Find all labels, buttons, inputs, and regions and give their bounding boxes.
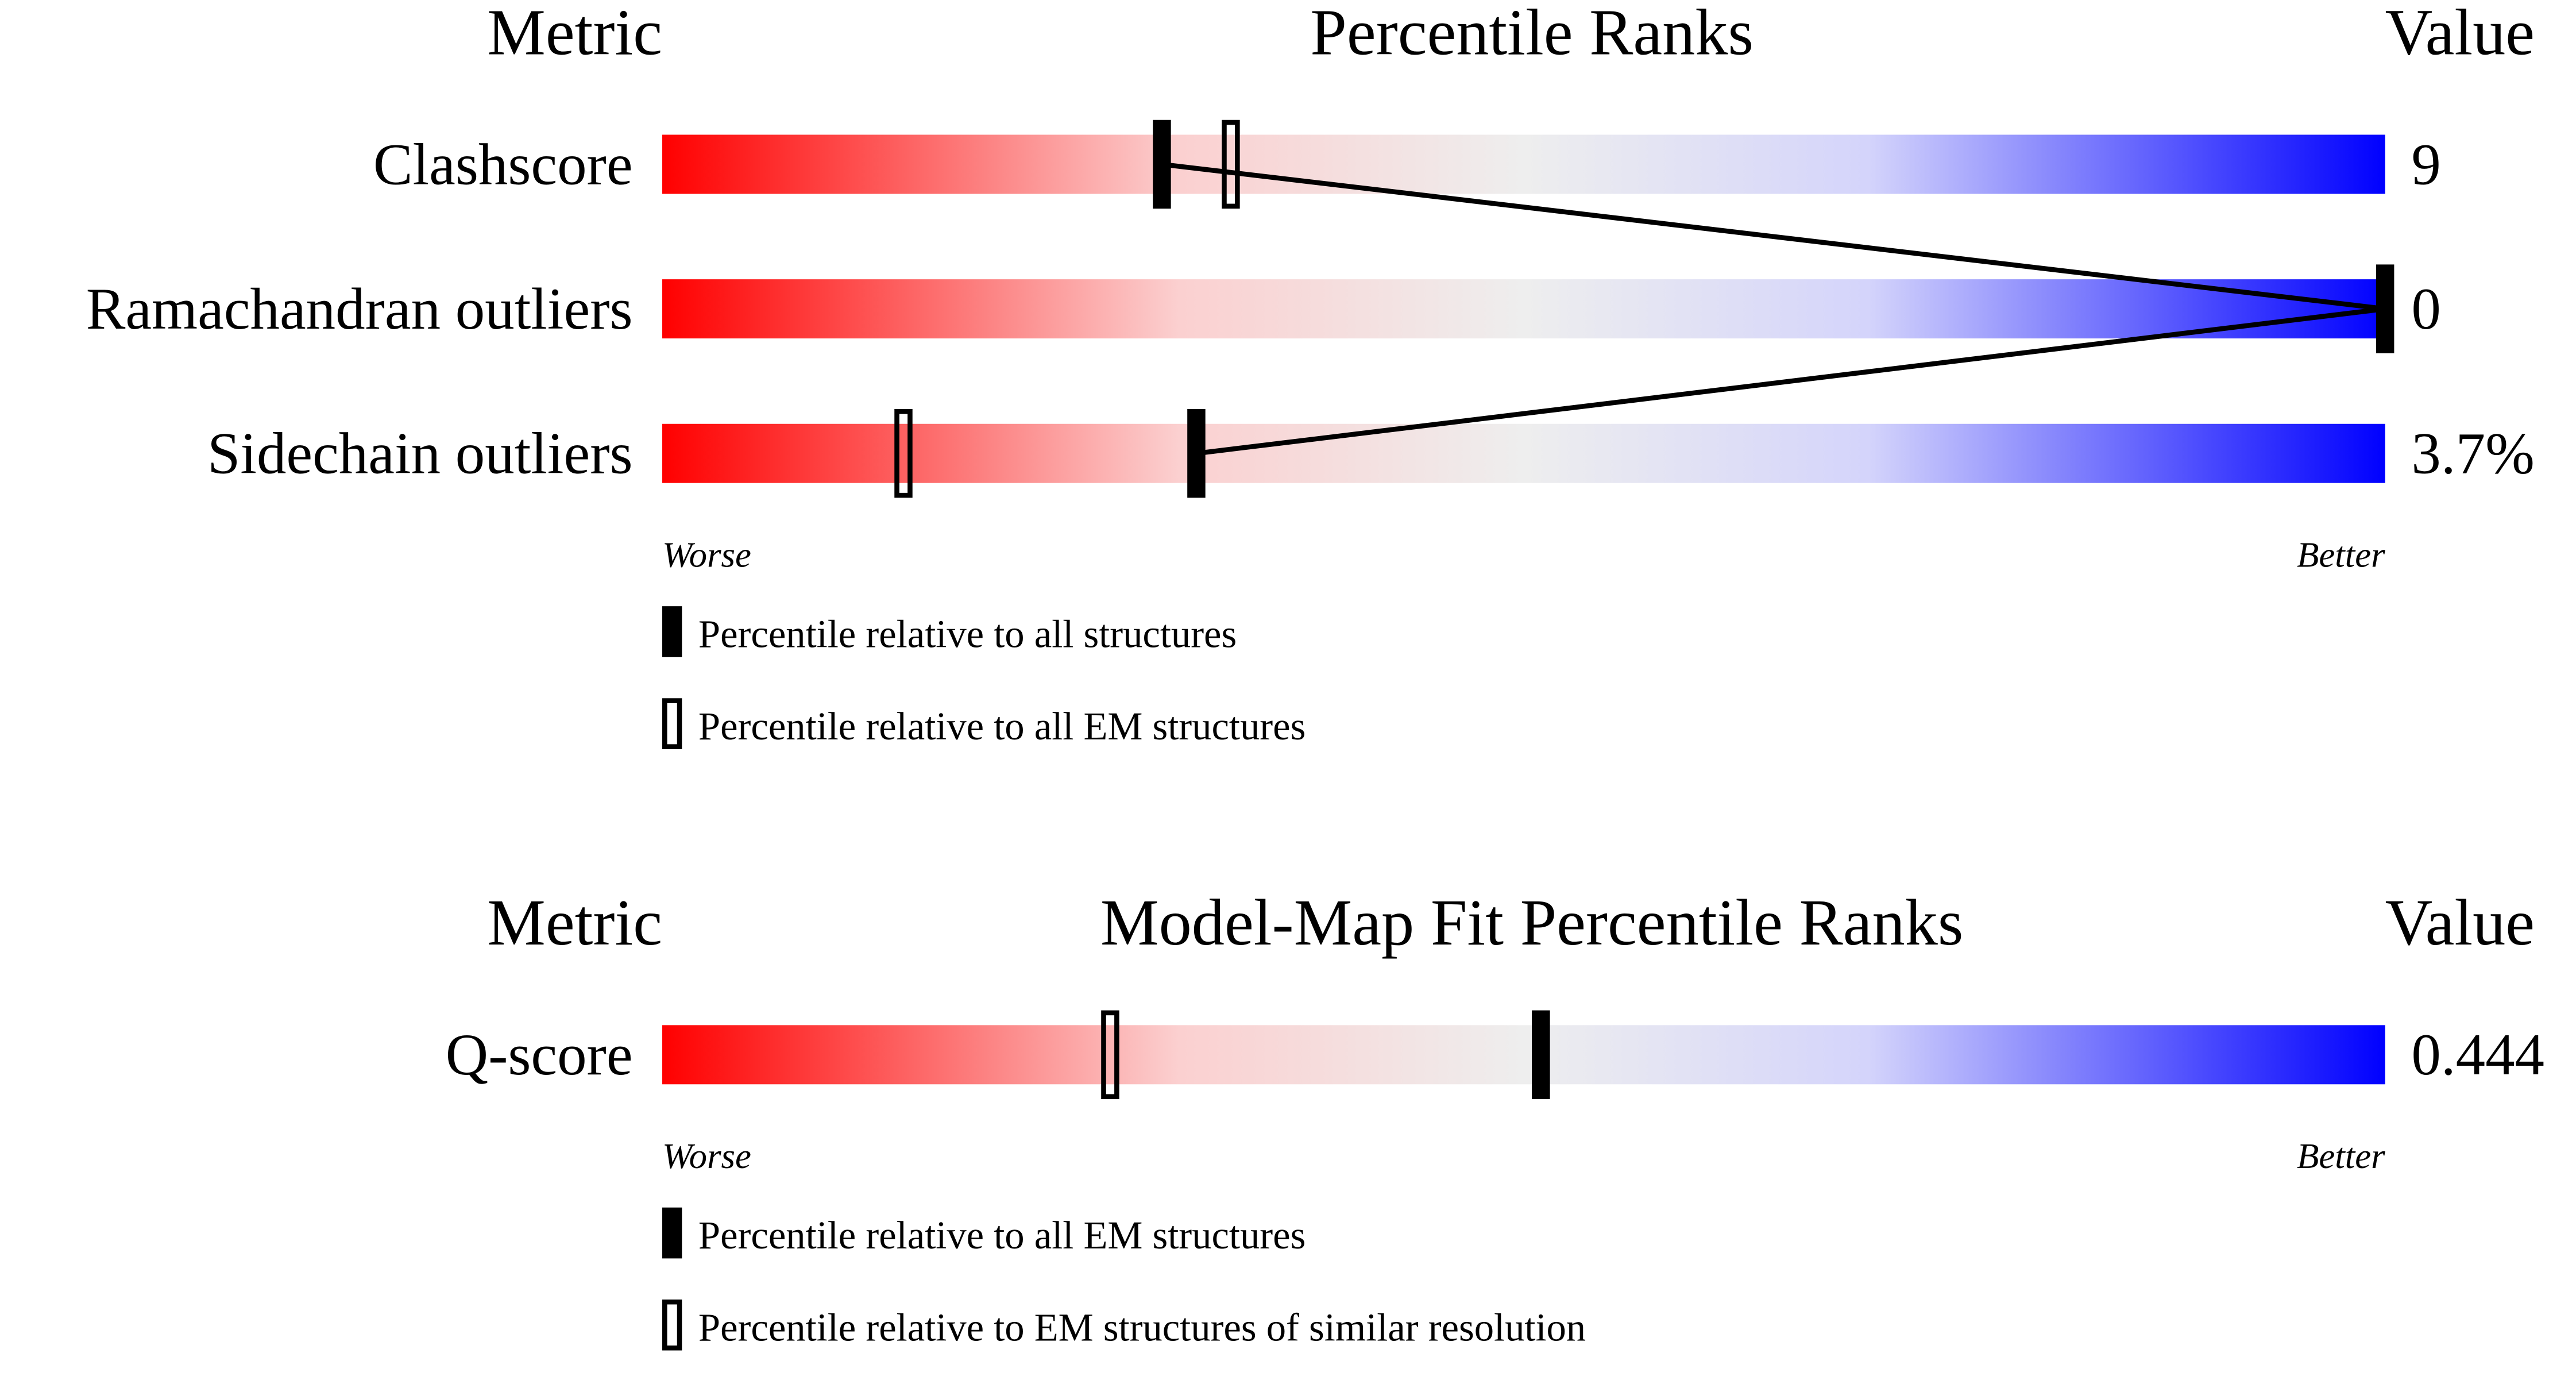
- percentile-marker: [1532, 1010, 1550, 1100]
- metric-label: Sidechain outliers: [207, 421, 632, 487]
- slider-bar: [662, 279, 2385, 339]
- legend-swatch: [662, 1207, 682, 1259]
- legend-label: Percentile relative to all structures: [698, 612, 1237, 656]
- percentile-marker-open: [1101, 1010, 1119, 1100]
- slider-bar: [662, 1025, 2385, 1085]
- metric-label: Q-score: [446, 1022, 633, 1088]
- percentile-marker-open: [1222, 120, 1240, 209]
- legend-label: Percentile relative to all EM structures: [698, 704, 1306, 748]
- legend-swatch-open: [662, 698, 682, 749]
- worse-label: Worse: [662, 1136, 751, 1176]
- percentile-marker: [2376, 264, 2395, 353]
- legend-swatch-open: [662, 1299, 682, 1351]
- metric-label: Clashscore: [373, 132, 633, 197]
- slider-bar: [662, 423, 2385, 483]
- better-label: Better: [2297, 1136, 2385, 1176]
- metric-value: 0: [2411, 276, 2440, 342]
- legend-label: Percentile relative to all EM structures: [698, 1213, 1306, 1257]
- legend-label: Percentile relative to EM structures of …: [698, 1305, 1586, 1349]
- percentile-marker: [1153, 120, 1171, 209]
- percentile-marker: [1187, 409, 1206, 498]
- legend-swatch: [662, 606, 682, 657]
- panel-title: Percentile Ranks: [1310, 0, 1754, 68]
- metric-header: Metric: [487, 886, 662, 959]
- metric-label: Ramachandran outliers: [86, 276, 633, 342]
- metric-header: Metric: [487, 0, 662, 68]
- panel-title: Model-Map Fit Percentile Ranks: [1100, 886, 1964, 959]
- slider-bar: [662, 134, 2385, 194]
- metric-value: 3.7%: [2411, 421, 2534, 487]
- percentile-marker-open: [894, 409, 913, 498]
- better-label: Better: [2297, 535, 2385, 575]
- worse-label: Worse: [662, 535, 751, 575]
- metric-value: 0.444: [2411, 1022, 2544, 1088]
- metric-value: 9: [2411, 132, 2440, 197]
- value-header: Value: [2385, 0, 2535, 68]
- value-header: Value: [2385, 886, 2535, 959]
